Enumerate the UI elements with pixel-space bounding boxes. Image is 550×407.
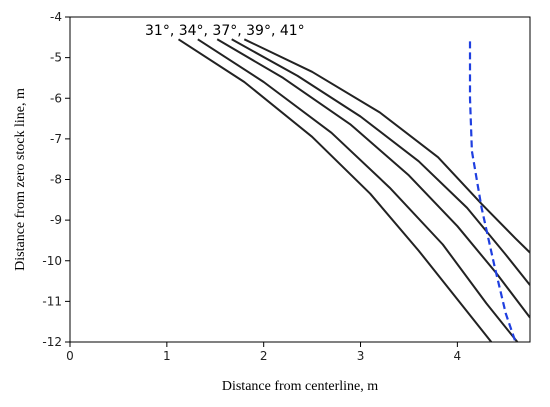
dashed-series-line	[468, 41, 517, 343]
y-tick-label: -9	[50, 213, 62, 227]
angle-annotation: 31°, 34°, 37°, 39°, 41°	[145, 23, 305, 39]
y-tick-label: -8	[50, 173, 62, 187]
y-tick-label: -10	[42, 254, 62, 268]
series-line-2	[197, 38, 519, 343]
series-line-4	[231, 38, 531, 286]
series-line-5	[243, 38, 531, 254]
x-tick-label: 0	[66, 349, 74, 363]
series-line-1	[177, 38, 493, 343]
y-tick-label: -7	[50, 132, 62, 146]
x-tick-label: 2	[260, 349, 268, 363]
x-axis-label: Distance from centerline, m	[222, 379, 378, 394]
label-group: Distance from centerline, m Distance fro…	[13, 23, 378, 394]
series-line-3	[216, 38, 531, 319]
plot-area: 0 1 2 3 4 -12 -11 -10 -9 -8 -7 -6 -5 -4	[42, 10, 531, 363]
y-tick-label: -12	[42, 335, 62, 349]
series-group	[177, 38, 531, 343]
x-tick-label: 1	[163, 349, 171, 363]
y-tick-label: -6	[50, 91, 62, 105]
x-tick-label: 3	[357, 349, 365, 363]
x-tick-label: 4	[454, 349, 462, 363]
y-tick-label: -5	[50, 51, 62, 65]
y-tick-label: -11	[42, 294, 62, 308]
y-tick-label: -4	[50, 10, 62, 24]
y-axis-label: Distance from zero stock line, m	[13, 88, 28, 271]
